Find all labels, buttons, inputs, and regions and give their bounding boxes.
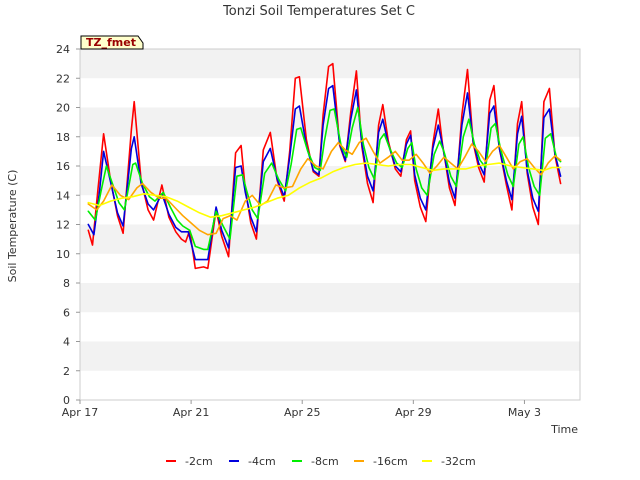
legend-label: -16cm: [373, 455, 408, 468]
y-tick-label: 22: [56, 72, 70, 85]
legend-label: -4cm: [248, 455, 276, 468]
background-band: [80, 136, 580, 166]
y-tick-label: 6: [63, 306, 70, 319]
x-tick-label: Apr 29: [395, 406, 432, 419]
background-band: [80, 253, 580, 283]
x-tick-label: Apr 17: [62, 406, 99, 419]
y-tick-label: 10: [56, 248, 70, 261]
legend-label: -8cm: [311, 455, 339, 468]
x-tick-label: May 3: [508, 406, 541, 419]
site-badge: TZ_fmet: [80, 35, 144, 50]
background-band: [80, 341, 580, 371]
background-band: [80, 78, 580, 108]
background-band: [80, 283, 580, 313]
series-lines: [87, 62, 562, 270]
y-tick-label: 20: [56, 102, 70, 115]
y-tick-label: 4: [63, 336, 70, 349]
y-axis-label: Soil Temperature (C): [6, 170, 19, 283]
plot-background-bands: [80, 49, 580, 400]
background-band: [80, 370, 580, 400]
background-band: [80, 195, 580, 225]
series-line-4cm: [87, 84, 562, 261]
x-axis-ticks: Apr 17 Apr 21 Apr 25 Apr 29 May 3: [62, 400, 541, 419]
series-line-32cm: [87, 162, 562, 218]
legend-label: -2cm: [185, 455, 213, 468]
y-tick-label: 18: [56, 131, 70, 144]
y-tick-label: 12: [56, 219, 70, 232]
y-tick-label: 24: [56, 43, 70, 56]
chart-title: Tonzi Soil Temperatures Set C: [222, 4, 415, 19]
series-line-16cm: [87, 137, 562, 236]
legend: -2cm -4cm -8cm -16cm -32cm: [166, 455, 476, 468]
series-line-8cm: [87, 106, 562, 251]
y-tick-label: 2: [63, 365, 70, 378]
site-badge-box: [80, 35, 144, 50]
x-tick-label: Apr 25: [284, 406, 321, 419]
background-band: [80, 312, 580, 342]
background-band: [80, 49, 580, 79]
y-tick-label: 8: [63, 277, 70, 290]
background-band: [80, 224, 580, 254]
site-badge-label: TZ_fmet: [86, 36, 136, 49]
y-tick-label: 16: [56, 160, 70, 173]
legend-label: -32cm: [441, 455, 476, 468]
y-tick-label: 14: [56, 189, 70, 202]
x-tick-label: Apr 21: [173, 406, 210, 419]
y-tick-label: 0: [63, 394, 70, 407]
x-axis-label: Time: [550, 423, 578, 436]
